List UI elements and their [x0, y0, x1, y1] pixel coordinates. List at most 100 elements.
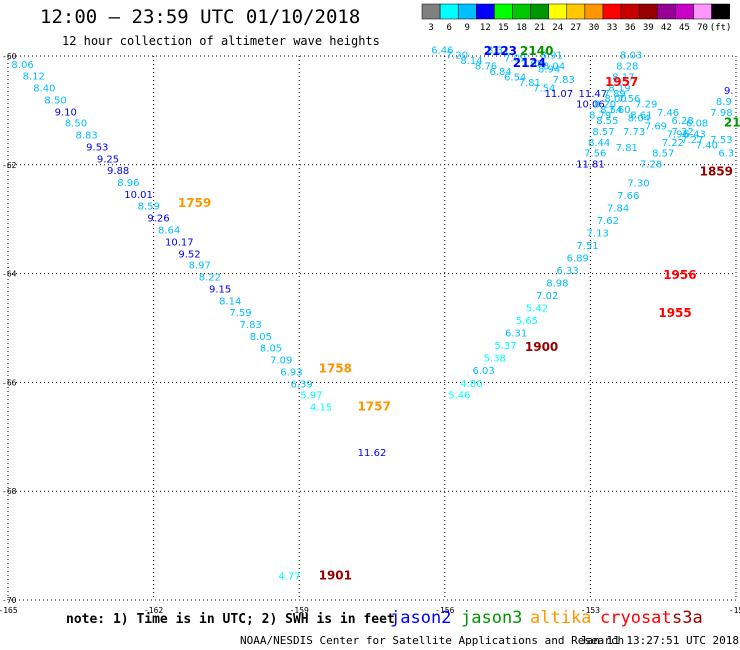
- wave-height-point: 8.14: [219, 297, 241, 308]
- wave-height-point: 8.14: [460, 56, 482, 67]
- wave-height-point: 4.15: [310, 403, 332, 414]
- legend-label: 33: [607, 23, 618, 33]
- page-title: 12:00 – 23:59 UTC 01/10/2018: [40, 6, 361, 28]
- footer-timestamp: Jan 11 13:27:51 UTC 2018: [580, 634, 739, 647]
- wave-height-point: 9.15: [209, 285, 231, 296]
- wave-height-point: 6.3: [718, 149, 734, 160]
- x-tick-label: -153: [581, 606, 600, 615]
- wave-height-point: 8.57: [652, 149, 674, 160]
- wave-height-point: 10.06: [576, 100, 605, 111]
- wave-height-point: 8.22: [199, 273, 221, 284]
- pass-time-label: 1955: [658, 306, 691, 320]
- wave-height-point: 6.33: [556, 266, 578, 277]
- x-tick-label: -15: [729, 606, 740, 615]
- satellite-cryosat: cryosat: [600, 608, 672, 628]
- wave-height-point: 7.81: [616, 143, 638, 154]
- wave-height-point: 7.30: [627, 179, 649, 190]
- x-tick-label: -156: [435, 606, 454, 615]
- pass-time-label: 1957: [605, 75, 638, 89]
- legend-label: 27: [570, 23, 581, 33]
- pass-time-label: 2124: [513, 56, 546, 70]
- wave-height-point: 7.09: [270, 355, 292, 366]
- wave-height-point: 7.29: [635, 100, 657, 111]
- legend-label: 3: [428, 23, 433, 33]
- wave-height-point: 7.53: [710, 135, 732, 146]
- wave-height-point: 7.81: [519, 78, 541, 89]
- wave-height-point: 8.03: [620, 51, 642, 62]
- y-tick-label: -70: [2, 596, 17, 605]
- y-tick-label: -66: [2, 378, 17, 387]
- wave-height-point: 8.04: [628, 113, 650, 124]
- wave-height-point: 7.28: [640, 160, 662, 171]
- y-tick-label: -62: [2, 161, 17, 170]
- satellite-jason2: jason2: [390, 608, 452, 628]
- legend-label: 39: [643, 23, 654, 33]
- wave-height-point: 6.03: [472, 366, 494, 377]
- wave-height-point: 7.13: [587, 229, 609, 240]
- wave-height-point: 8.97: [189, 261, 211, 272]
- wave-height-point: 8.40: [33, 83, 55, 94]
- wave-height-point: 7.98: [710, 108, 732, 119]
- wave-height-point: 7.62: [597, 216, 619, 227]
- legend-label: 18: [516, 23, 527, 33]
- pass-time-label: 2140: [520, 44, 553, 58]
- wave-height-point: 7.84: [607, 204, 629, 215]
- wave-height-point: 7.83: [240, 320, 262, 331]
- wave-height-point: 7.51: [576, 241, 598, 252]
- legend-label: 9: [465, 23, 470, 33]
- x-tick-label: -159: [290, 606, 309, 615]
- wave-height-point: 8.12: [23, 71, 45, 82]
- legend-label: (ft): [710, 23, 732, 33]
- wave-height-point: 8.96: [117, 178, 139, 189]
- wave-height-point: 8.44: [588, 138, 610, 149]
- wave-height-point: 7.59: [229, 308, 251, 319]
- wave-height-point: 7.27: [681, 135, 703, 146]
- pass-time-label: 1757: [357, 400, 390, 414]
- pass-time-label: 1759: [178, 196, 211, 210]
- wave-height-point: 5.46: [448, 391, 470, 402]
- wave-height-point: 8.17: [612, 72, 634, 83]
- plot-border: [7, 55, 737, 601]
- wave-height-point: 6.54: [504, 72, 526, 83]
- wave-height-point: 8.00: [605, 94, 627, 105]
- wave-height-point: 7.89: [604, 89, 626, 100]
- wave-height-point: 6.31: [505, 329, 527, 340]
- wave-height-point: 10.17: [165, 237, 194, 248]
- wave-height-point: 10.01: [124, 190, 153, 201]
- wave-height-point: 7.96: [667, 130, 689, 141]
- wave-height-point: 8.83: [75, 131, 97, 142]
- wave-height-point: 8.9: [716, 97, 732, 108]
- pass-time-label: 1956: [663, 268, 696, 282]
- wave-height-point: 11.07: [545, 89, 574, 100]
- legend-label: 36: [625, 23, 636, 33]
- y-tick-label: -68: [2, 487, 17, 496]
- pass-time-label: 1758: [319, 362, 352, 376]
- wave-height-point: 8.05: [260, 343, 282, 354]
- wave-height-point: 8.91: [540, 51, 562, 62]
- wave-height-point: 9.10: [55, 107, 77, 118]
- footer-credit: NOAA/NESDIS Center for Satellite Applica…: [240, 634, 625, 647]
- satellite-jason3: jason3: [461, 608, 523, 628]
- wave-height-point: 5.65: [516, 316, 538, 327]
- wave-height-point: 8.98: [546, 279, 568, 290]
- wave-height-point: 5.97: [300, 391, 322, 402]
- wave-height-point: 7.56: [584, 149, 606, 160]
- wave-height-point: 8.54: [600, 105, 622, 116]
- x-tick-label: -162: [144, 606, 163, 615]
- wave-height-point: 8.50: [65, 119, 87, 130]
- color-legend: 3 6 9 12 15 18 21 24 27 30 33 36 39 42 45 70 (ft): [421, 3, 732, 33]
- pass-time-label: 1900: [525, 340, 558, 354]
- x-tick-label: -165: [0, 606, 18, 615]
- wave-height-point: 7.69: [645, 121, 667, 132]
- wave-height-point: 8.64: [158, 225, 180, 236]
- wave-height-point: 11.47: [579, 89, 608, 100]
- satellite-s3a: s3a: [672, 608, 703, 628]
- wave-height-point: 7.83: [553, 75, 575, 86]
- wave-height-point: 7.46: [657, 108, 679, 119]
- wave-height-point: 8.50: [44, 95, 66, 106]
- legend-label: 15: [498, 23, 509, 33]
- pass-time-label: 214: [724, 116, 740, 130]
- wave-height-point: 7.09: [504, 53, 526, 64]
- wave-height-point: 7.22: [662, 138, 684, 149]
- wave-height-point: 11.62: [358, 448, 387, 459]
